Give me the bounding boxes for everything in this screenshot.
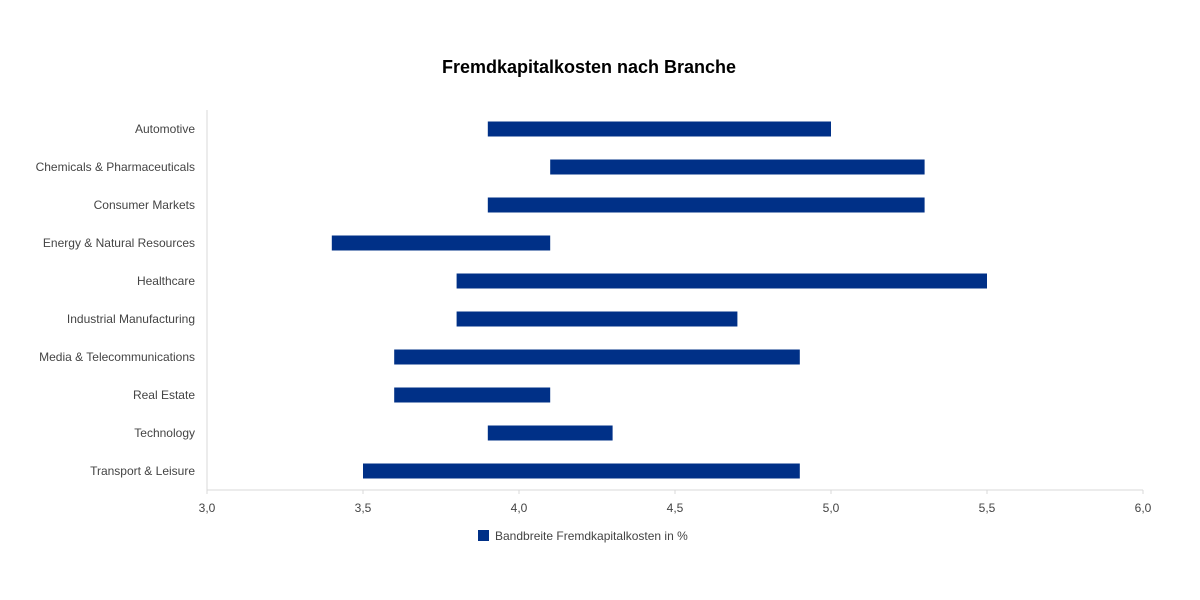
category-label: Media & Telecommunications <box>39 350 195 364</box>
category-label: Healthcare <box>137 274 195 288</box>
range-bar <box>456 273 988 289</box>
x-tick-label: 4,0 <box>511 501 528 515</box>
range-bar <box>394 387 551 403</box>
range-bar <box>487 425 613 441</box>
category-label: Technology <box>134 426 195 440</box>
range-bar <box>456 311 738 327</box>
range-bar <box>487 121 831 137</box>
x-tick-label: 5,0 <box>823 501 840 515</box>
x-tick-label: 3,5 <box>355 501 372 515</box>
legend: Bandbreite Fremdkapitalkosten in % <box>478 529 688 543</box>
category-label: Real Estate <box>133 388 195 402</box>
value-axis: 3,0 3,5 4,0 4,5 5,0 5,5 6,0 <box>199 489 1152 515</box>
range-bar <box>487 197 925 213</box>
x-tick-label: 6,0 <box>1135 501 1152 515</box>
x-tick-label: 4,5 <box>667 501 684 515</box>
category-label: Consumer Markets <box>94 198 195 212</box>
x-tick-label: 3,0 <box>199 501 216 515</box>
category-label: Industrial Manufacturing <box>67 312 195 326</box>
plot-area <box>331 121 988 479</box>
range-bar <box>331 235 551 251</box>
category-axis: Automotive Chemicals & Pharmaceuticals Con… <box>36 110 208 490</box>
x-tick-label: 5,5 <box>979 501 996 515</box>
range-bar <box>363 463 800 479</box>
category-label: Chemicals & Pharmaceuticals <box>36 160 195 174</box>
legend-swatch <box>478 530 489 541</box>
category-label: Energy & Natural Resources <box>43 236 195 250</box>
category-label: Transport & Leisure <box>90 464 195 478</box>
chart-title: Fremdkapitalkosten nach Branche <box>442 57 736 77</box>
range-bar <box>394 349 800 365</box>
range-bar <box>550 159 925 175</box>
legend-label: Bandbreite Fremdkapitalkosten in % <box>495 529 688 543</box>
category-label: Automotive <box>135 122 195 136</box>
